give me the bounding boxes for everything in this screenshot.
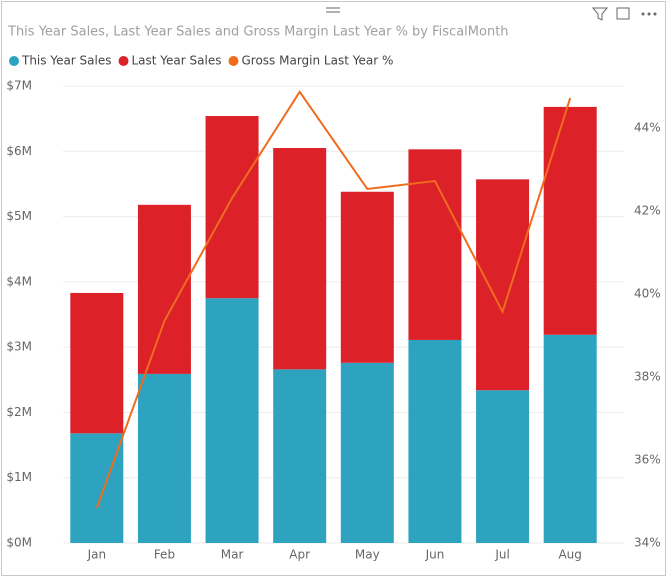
bar xyxy=(408,339,462,543)
bar xyxy=(70,433,124,543)
legend-label: This Year Sales xyxy=(21,54,112,68)
bar xyxy=(543,334,597,543)
x-tick-label: Jan xyxy=(87,548,107,562)
x-tick-label: Jul xyxy=(494,548,509,562)
bar xyxy=(70,292,124,434)
bar xyxy=(340,362,394,543)
y-tick-label: $5M xyxy=(6,209,32,223)
legend-marker xyxy=(9,56,19,66)
y-tick-label: $3M xyxy=(6,340,32,354)
y-tick-label: $0M xyxy=(6,536,32,550)
bar xyxy=(273,369,327,543)
bar xyxy=(137,204,191,374)
y2-tick-label: 40% xyxy=(634,286,661,300)
bar xyxy=(543,106,597,335)
y2-tick-label: 36% xyxy=(634,452,661,466)
bar xyxy=(205,116,259,299)
y2-tick-label: 44% xyxy=(634,120,661,134)
bar xyxy=(137,373,191,543)
legend-label: Last Year Sales xyxy=(132,54,222,68)
y-tick-label: $1M xyxy=(6,470,32,484)
legend-marker xyxy=(118,56,129,66)
more-icon[interactable] xyxy=(641,12,657,16)
bar xyxy=(340,191,394,363)
bar xyxy=(476,179,530,391)
bar xyxy=(273,148,327,370)
bar xyxy=(205,298,259,543)
x-tick-label: Apr xyxy=(289,548,310,562)
focus-icon[interactable] xyxy=(616,7,630,20)
filter-icon[interactable] xyxy=(591,7,609,21)
x-tick-label: Mar xyxy=(221,548,244,562)
visual-header xyxy=(326,7,657,21)
line xyxy=(95,90,572,509)
x-tick-label: Feb xyxy=(154,548,175,562)
bar xyxy=(476,390,530,543)
x-tick-label: May xyxy=(355,548,380,562)
x-tick-label: Aug xyxy=(558,548,581,562)
bar xyxy=(408,149,462,340)
y2-tick-label: 34% xyxy=(634,536,661,550)
y2-tick-label: 38% xyxy=(634,369,661,383)
chart-title: This Year Sales, Last Year Sales and Gro… xyxy=(7,25,509,40)
legend-label: Gross Margin Last Year % xyxy=(241,54,393,68)
y-tick-label: $7M xyxy=(6,79,32,93)
legend-marker xyxy=(228,56,239,66)
y-tick-label: $2M xyxy=(6,405,32,419)
y-tick-label: $6M xyxy=(6,144,32,158)
y-tick-label: $4M xyxy=(6,274,32,288)
y2-tick-label: 42% xyxy=(634,203,661,217)
x-tick-label: Jun xyxy=(425,548,445,562)
